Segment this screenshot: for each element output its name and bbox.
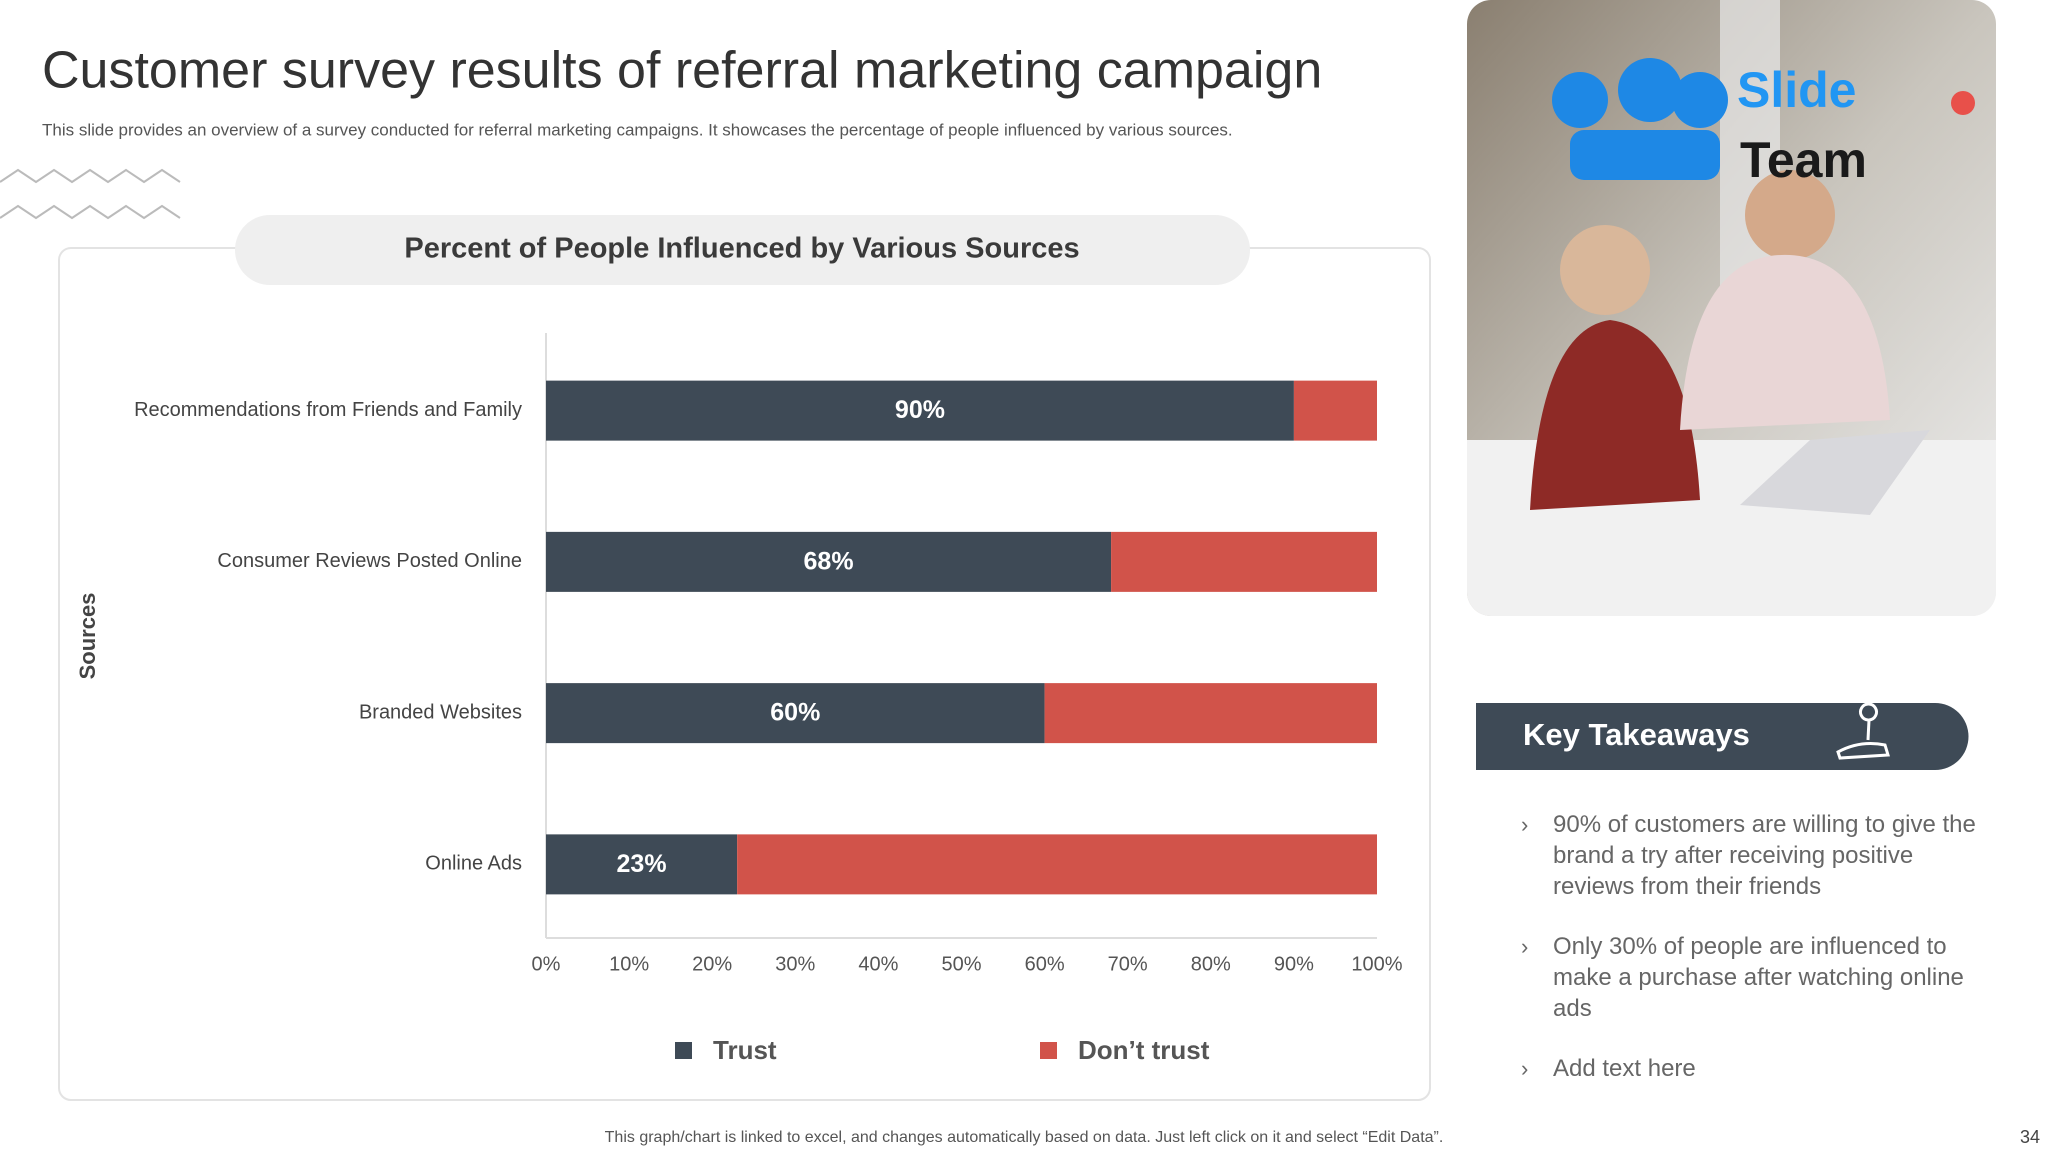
takeaways-heading: Key Takeaways bbox=[1523, 717, 1750, 752]
y-axis-label: Sources bbox=[75, 593, 100, 680]
data-label: 23% bbox=[617, 850, 667, 878]
data-label: 90% bbox=[895, 396, 945, 424]
x-tick-label: 70% bbox=[1108, 953, 1148, 975]
x-tick-label: 60% bbox=[1025, 953, 1065, 975]
photo bbox=[1467, 0, 1996, 616]
bullet-icon: › bbox=[1521, 1056, 1529, 1081]
bullet-icon: › bbox=[1521, 934, 1529, 959]
bar-segment bbox=[546, 683, 1045, 744]
y-tick-label: Recommendations from Friends and Family bbox=[134, 399, 522, 421]
logo-icon bbox=[1552, 72, 1608, 128]
x-tick-label: 0% bbox=[532, 953, 561, 975]
logo-icon bbox=[1618, 58, 1682, 122]
bullet-icon: › bbox=[1521, 812, 1529, 837]
bar-segment bbox=[1111, 531, 1377, 592]
bar-segment bbox=[546, 380, 1294, 441]
takeaways-banner bbox=[1476, 703, 1969, 770]
decoration bbox=[0, 204, 181, 220]
bar-segment bbox=[1293, 380, 1377, 441]
chart-title-pill bbox=[235, 215, 1250, 285]
decoration bbox=[1951, 91, 1975, 115]
data-label: 60% bbox=[770, 699, 820, 727]
legend-swatch bbox=[1040, 1042, 1057, 1059]
y-tick-label: Online Ads bbox=[425, 853, 522, 875]
bar-segment bbox=[1044, 683, 1377, 744]
decoration bbox=[0, 168, 181, 184]
legend-label: Don’t trust bbox=[1078, 1035, 1210, 1065]
x-tick-label: 80% bbox=[1191, 953, 1231, 975]
legend-swatch bbox=[675, 1042, 692, 1059]
data-label: 68% bbox=[804, 547, 854, 575]
takeaways-icon bbox=[1836, 702, 1890, 760]
logo-icon bbox=[1672, 72, 1728, 128]
x-tick-label: 20% bbox=[692, 953, 732, 975]
x-tick-label: 40% bbox=[858, 953, 898, 975]
takeaway-item: Add text here bbox=[1553, 1055, 1696, 1082]
x-tick-label: 100% bbox=[1351, 953, 1402, 975]
x-tick-label: 90% bbox=[1274, 953, 1314, 975]
logo-text: Team bbox=[1740, 132, 1867, 188]
chart-title: Percent of People Influenced by Various … bbox=[404, 233, 1079, 265]
slide-title: Customer survey results of referral mark… bbox=[42, 42, 1322, 100]
logo-text: Slide bbox=[1737, 62, 1856, 118]
bar-segment bbox=[546, 531, 1112, 592]
legend-label: Trust bbox=[713, 1035, 777, 1065]
logo-icon bbox=[1570, 130, 1720, 180]
x-tick-label: 30% bbox=[775, 953, 815, 975]
y-tick-label: Branded Websites bbox=[359, 701, 522, 723]
bar-segment bbox=[737, 834, 1377, 895]
y-tick-label: Consumer Reviews Posted Online bbox=[217, 550, 522, 572]
footer-note: This graph/chart is linked to excel, and… bbox=[605, 1129, 1444, 1146]
page-number: 34 bbox=[2020, 1127, 2040, 1147]
takeaway-item: 90% of customers are willing to give the… bbox=[1553, 811, 1976, 900]
x-tick-label: 50% bbox=[941, 953, 981, 975]
x-tick-label: 10% bbox=[609, 953, 649, 975]
takeaway-item: Only 30% of people are influenced to mak… bbox=[1553, 933, 1964, 1022]
slide-subtitle: This slide provides an overview of a sur… bbox=[42, 120, 1233, 139]
bar-segment bbox=[546, 834, 738, 895]
